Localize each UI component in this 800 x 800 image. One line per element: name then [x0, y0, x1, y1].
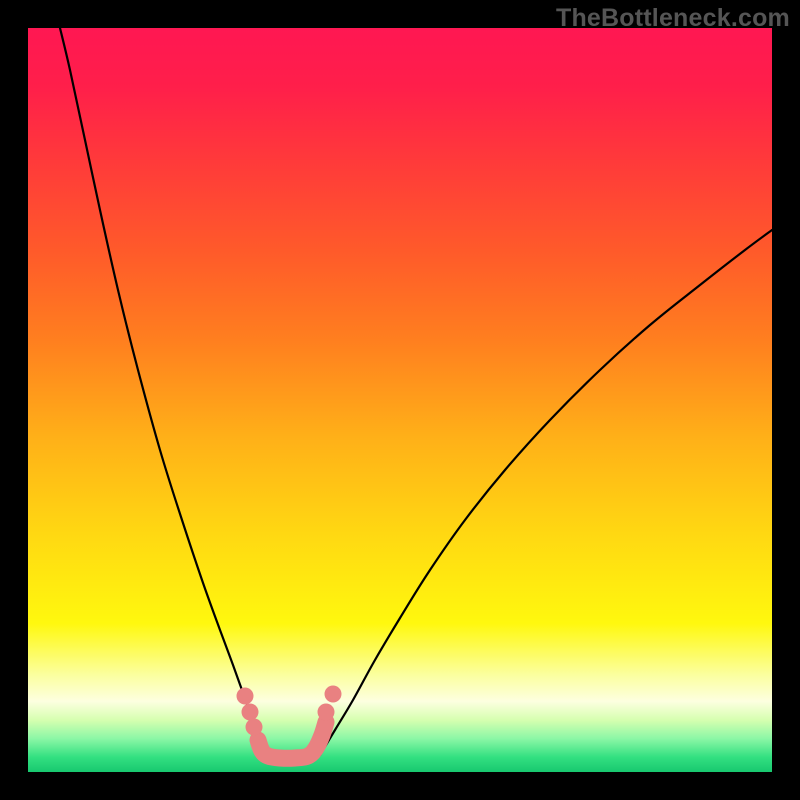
- pink-data-point: [318, 704, 335, 721]
- plot-background-gradient: [28, 28, 772, 772]
- chart-container: TheBottleneck.com: [0, 0, 800, 800]
- pink-data-point: [242, 704, 259, 721]
- pink-data-point: [246, 719, 263, 736]
- pink-data-point: [237, 688, 254, 705]
- watermark-text: TheBottleneck.com: [556, 4, 790, 33]
- pink-data-point: [325, 686, 342, 703]
- bottleneck-chart: [0, 0, 800, 800]
